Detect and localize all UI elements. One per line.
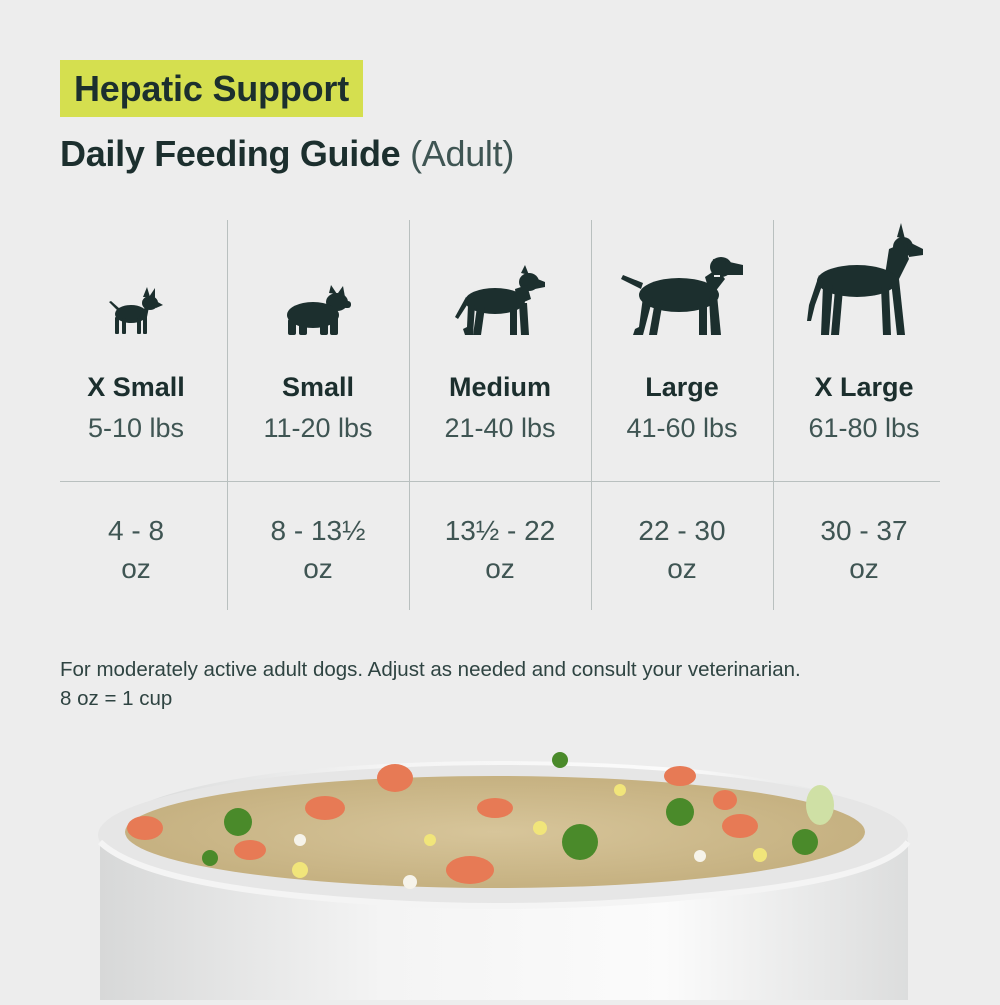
feeding-note: For moderately active adult dogs. Adjust… <box>60 655 960 713</box>
feeding-amount: 30 - 37 oz <box>773 512 955 588</box>
size-column-small: Small 11-20 lbs 8 - 13½ oz <box>227 220 409 610</box>
size-column-xsmall: X Small 5-10 lbs 4 - 8 oz <box>45 220 227 610</box>
pit-bull-icon <box>455 265 545 335</box>
size-column-medium: Medium 21-40 lbs 13½ - 22 oz <box>409 220 591 610</box>
feeding-amount: 8 - 13½ oz <box>227 512 409 588</box>
amount-unit: oz <box>667 553 697 584</box>
product-badge: Hepatic Support <box>60 60 364 117</box>
row-divider <box>60 481 940 482</box>
amount-range: 30 - 37 <box>820 515 908 546</box>
note-line: For moderately active adult dogs. Adjust… <box>60 658 801 681</box>
column-divider <box>227 220 228 610</box>
column-divider <box>409 220 410 610</box>
feeding-amount: 4 - 8 oz <box>45 512 227 588</box>
size-name: Medium <box>448 372 551 402</box>
size-weight: 41-60 lbs <box>626 413 738 443</box>
size-column-xlarge: X Large 61-80 lbs 30 - 37 oz <box>773 220 955 610</box>
column-divider <box>591 220 592 610</box>
amount-range: 13½ - 22 <box>444 515 556 546</box>
title-main: Daily Feeding Guide <box>60 133 401 174</box>
food-bowl-illustration <box>0 730 1000 1000</box>
size-weight: 21-40 lbs <box>444 413 556 443</box>
size-name: X Small <box>87 372 185 402</box>
amount-range: 22 - 30 <box>638 515 726 546</box>
labrador-icon <box>621 257 743 335</box>
chihuahua-icon <box>109 287 163 334</box>
amount-unit: oz <box>849 553 879 584</box>
amount-unit: oz <box>485 553 515 584</box>
amount-range: 8 - 13½ <box>270 515 366 546</box>
size-name: Large <box>645 372 719 402</box>
size-name: X Large <box>814 372 914 402</box>
amount-unit: oz <box>303 553 333 584</box>
feeding-amount: 22 - 30 oz <box>591 512 773 588</box>
size-weight: 5-10 lbs <box>87 413 185 443</box>
column-divider <box>773 220 774 610</box>
feeding-amount: 13½ - 22 oz <box>409 512 591 588</box>
size-weight: 61-80 lbs <box>808 413 920 443</box>
size-name: Small <box>281 372 355 402</box>
size-weight: 11-20 lbs <box>263 413 373 443</box>
size-column-large: Large 41-60 lbs 22 - 30 oz <box>591 220 773 610</box>
note-conversion: 8 oz = 1 cup <box>60 687 173 710</box>
great-dane-icon <box>807 223 923 335</box>
title-subtitle: (Adult) <box>410 133 515 174</box>
amount-unit: oz <box>121 553 151 584</box>
feeding-table: X Small 5-10 lbs 4 - 8 oz <box>45 220 940 610</box>
amount-range: 4 - 8 <box>107 515 165 546</box>
page-title: Daily Feeding Guide (Adult) <box>60 133 514 175</box>
french-bulldog-icon <box>287 285 351 335</box>
